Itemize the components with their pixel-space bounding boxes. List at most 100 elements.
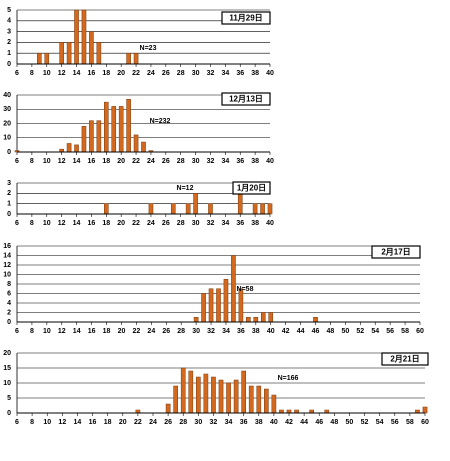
bar xyxy=(231,255,236,323)
x-tick-label: 24 xyxy=(147,220,155,227)
bar xyxy=(180,367,186,414)
bar xyxy=(126,99,131,153)
x-tick-label: 22 xyxy=(133,328,141,335)
y-tick-label: 20 xyxy=(3,350,11,357)
bar xyxy=(203,373,209,414)
x-tick-label: 26 xyxy=(162,158,170,165)
x-tick-label: 10 xyxy=(43,419,51,426)
x-tick-label: 22 xyxy=(134,419,142,426)
x-tick-label: 12 xyxy=(58,70,66,77)
x-tick-label: 14 xyxy=(73,328,81,335)
bar xyxy=(66,42,72,65)
y-tick-label: 5 xyxy=(7,395,11,402)
legend-label: 2月21日 xyxy=(390,355,419,364)
y-tick-label: 0 xyxy=(7,211,11,218)
x-tick-label: 28 xyxy=(179,419,187,426)
x-tick-label: 28 xyxy=(177,158,185,165)
bar xyxy=(271,394,277,414)
bar xyxy=(233,379,239,414)
x-tick-label: 34 xyxy=(222,328,230,335)
legend-label: 1月20日 xyxy=(237,184,266,193)
annotation: N=58 xyxy=(237,286,254,293)
x-tick-label: 18 xyxy=(102,220,110,227)
bar xyxy=(422,406,428,414)
y-tick-label: 40 xyxy=(3,92,11,99)
x-tick-label: 6 xyxy=(15,220,19,227)
x-tick-label: 38 xyxy=(255,419,263,426)
x-tick-label: 12 xyxy=(58,419,66,426)
bar xyxy=(111,106,117,153)
x-tick-label: 32 xyxy=(207,158,215,165)
x-tick-label: 10 xyxy=(43,158,51,165)
bar xyxy=(81,126,87,153)
x-tick-label: 16 xyxy=(89,419,97,426)
bar xyxy=(248,385,254,414)
x-tick-label: 22 xyxy=(132,220,140,227)
bar xyxy=(133,134,139,153)
x-tick-label: 44 xyxy=(297,328,305,335)
bar xyxy=(193,317,199,323)
x-tick-label: 60 xyxy=(421,419,429,426)
bar xyxy=(81,9,87,65)
x-tick-label: 60 xyxy=(416,328,424,335)
x-tick-label: 14 xyxy=(74,419,82,426)
legend-box xyxy=(381,352,429,366)
x-tick-label: 22 xyxy=(132,158,140,165)
x-tick-label: 40 xyxy=(267,328,275,335)
bar xyxy=(89,31,94,65)
y-tick-label: 6 xyxy=(7,290,11,297)
x-tick-label: 10 xyxy=(43,70,51,77)
legend-label: 2月17日 xyxy=(381,248,410,257)
x-tick-label: 38 xyxy=(251,158,259,165)
annotation: N=12 xyxy=(177,185,194,192)
bar xyxy=(267,203,273,215)
x-tick-label: 40 xyxy=(266,70,274,77)
bar xyxy=(223,279,229,323)
x-tick-label: 6 xyxy=(15,158,19,165)
x-tick-label: 14 xyxy=(73,220,81,227)
bar xyxy=(208,203,213,215)
x-tick-label: 18 xyxy=(103,328,111,335)
x-tick-label: 50 xyxy=(346,419,354,426)
x-tick-label: 38 xyxy=(251,70,259,77)
y-tick-label: 0 xyxy=(7,319,11,326)
x-tick-label: 24 xyxy=(147,70,155,77)
x-tick-label: 56 xyxy=(391,419,399,426)
bar xyxy=(241,370,246,414)
x-tick-label: 12 xyxy=(58,220,66,227)
x-tick-label: 26 xyxy=(162,70,170,77)
x-tick-label: 40 xyxy=(270,419,278,426)
bar xyxy=(141,141,146,153)
bar xyxy=(252,203,258,215)
annotation: N=232 xyxy=(150,118,171,125)
legend-label: 11月29日 xyxy=(229,14,262,23)
x-tick-label: 16 xyxy=(88,70,96,77)
y-tick-label: 3 xyxy=(7,28,11,35)
legend-box xyxy=(371,245,421,259)
legend-box xyxy=(221,11,271,25)
y-tick-label: 4 xyxy=(7,18,11,25)
y-tick-label: 0 xyxy=(7,61,11,68)
y-tick-label: 1 xyxy=(7,50,11,57)
x-tick-label: 44 xyxy=(300,419,308,426)
x-tick-label: 14 xyxy=(73,70,81,77)
bar xyxy=(66,143,72,153)
x-tick-label: 54 xyxy=(376,419,384,426)
annotation: N=23 xyxy=(140,45,157,52)
bar xyxy=(118,106,124,153)
bar xyxy=(96,120,102,153)
bar xyxy=(44,52,50,65)
x-tick-label: 42 xyxy=(282,328,290,335)
y-tick-label: 10 xyxy=(3,271,11,278)
x-tick-label: 30 xyxy=(192,220,200,227)
bar xyxy=(173,385,178,414)
y-tick-label: 15 xyxy=(3,365,11,372)
x-tick-label: 30 xyxy=(192,158,200,165)
x-tick-label: 20 xyxy=(119,419,127,426)
bar xyxy=(148,203,154,215)
x-tick-label: 6 xyxy=(15,70,19,77)
x-tick-label: 36 xyxy=(240,419,248,426)
bar xyxy=(133,52,139,65)
bar xyxy=(216,288,221,323)
